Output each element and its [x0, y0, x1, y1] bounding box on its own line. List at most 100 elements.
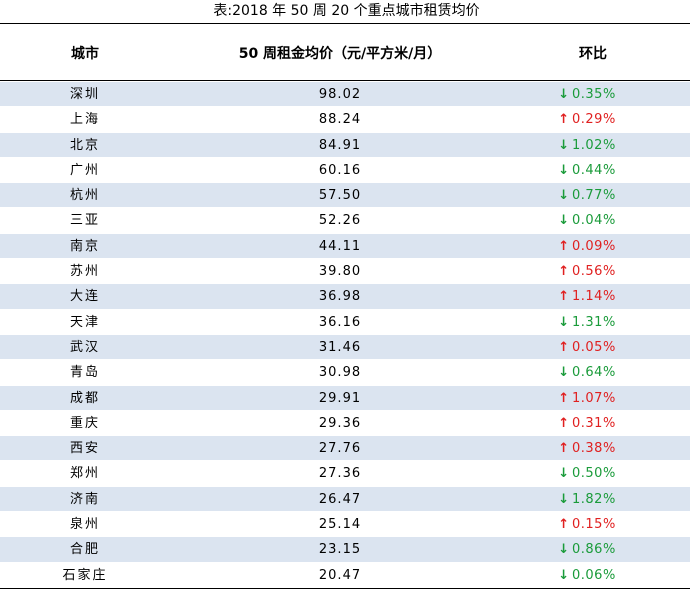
table-row: 青岛 30.98 ↓ 0.64%	[0, 360, 690, 386]
table-row: 泉州 25.14 ↑ 0.15%	[0, 512, 690, 538]
mom-value: 1.14%	[572, 289, 616, 305]
mom-cell: ↓ 0.44%	[558, 158, 648, 183]
mom-cell: ↑ 1.14%	[558, 284, 648, 309]
mom-value: 0.50%	[572, 466, 616, 482]
table-row: 重庆 29.36 ↑ 0.31%	[0, 411, 690, 437]
mom-value: 0.05%	[572, 339, 616, 355]
top-rule	[0, 23, 690, 24]
price-cell: 36.16	[318, 314, 362, 330]
arrow-down-icon: ↓	[558, 365, 570, 381]
city-cell: 青岛	[69, 365, 100, 381]
arrow-down-icon: ↓	[558, 87, 570, 102]
table-row: 南京 44.11 ↑ 0.09%	[0, 233, 690, 260]
arrow-down-icon: ↓	[558, 466, 570, 482]
city-cell: 上海	[69, 112, 100, 128]
table-row: 西安 27.76 ↑ 0.38%	[0, 436, 690, 462]
price-cell: 52.26	[318, 213, 362, 229]
mom-cell: ↑ 0.56%	[558, 259, 648, 284]
arrow-up-icon: ↑	[558, 289, 570, 305]
city-cell: 郑州	[69, 466, 100, 482]
city-cell: 济南	[69, 491, 100, 507]
table-row: 三亚 52.26 ↓ 0.04%	[0, 208, 690, 234]
arrow-up-icon: ↑	[558, 415, 570, 431]
city-cell: 泉州	[69, 517, 100, 533]
arrow-down-icon: ↓	[558, 213, 570, 229]
arrow-down-icon: ↓	[558, 314, 570, 330]
arrow-up-icon: ↑	[558, 517, 570, 533]
header-price: 50 周租金均价（元/平方米/月）	[238, 46, 442, 62]
city-cell: 成都	[69, 390, 100, 406]
mom-value: 1.02%	[572, 137, 616, 153]
arrow-up-icon: ↑	[558, 390, 570, 406]
table-row: 济南 26.47 ↓ 1.82%	[0, 486, 690, 513]
arrow-down-icon: ↓	[558, 188, 570, 204]
city-cell: 石家庄	[62, 567, 108, 583]
table-header: 城市 50 周租金均价（元/平方米/月） 环比	[0, 24, 690, 81]
price-cell: 44.11	[318, 238, 362, 254]
mom-cell: ↑ 0.05%	[558, 335, 648, 360]
price-cell: 84.91	[318, 137, 362, 153]
arrow-down-icon: ↓	[558, 542, 570, 558]
table-row: 苏州 39.80 ↑ 0.56%	[0, 259, 690, 285]
table-row: 成都 29.91 ↑ 1.07%	[0, 385, 690, 411]
price-cell: 88.24	[318, 112, 362, 128]
city-cell: 南京	[69, 238, 100, 254]
mom-value: 0.09%	[572, 238, 616, 254]
mom-cell: ↑ 0.29%	[558, 107, 648, 132]
price-cell: 98.02	[318, 87, 362, 102]
mom-cell: ↓ 1.82%	[558, 487, 648, 512]
table-row: 上海 88.24 ↑ 0.29%	[0, 107, 690, 133]
mom-cell: ↓ 0.86%	[558, 537, 648, 562]
mom-value: 0.56%	[572, 264, 616, 280]
header-city: 城市	[71, 46, 99, 62]
mom-cell: ↓ 1.31%	[558, 310, 648, 335]
price-cell: 29.91	[318, 390, 362, 406]
mom-cell: ↑ 0.38%	[558, 436, 648, 461]
table-body: 深圳 98.02 ↓ 0.35% 上海 88.24 ↑ 0.29% 北京 84.91 ↓ 1.02% 广…	[0, 82, 690, 588]
city-cell: 合肥	[69, 542, 100, 558]
table-row: 郑州 27.36 ↓ 0.50%	[0, 461, 690, 487]
price-cell: 31.46	[318, 339, 362, 355]
mom-value: 0.15%	[572, 517, 616, 533]
city-cell: 苏州	[69, 264, 100, 280]
mom-cell: ↑ 0.15%	[558, 512, 648, 537]
price-cell: 23.15	[318, 542, 362, 558]
city-cell: 重庆	[69, 415, 100, 431]
mom-value: 1.82%	[572, 491, 616, 507]
mom-cell: ↑ 0.31%	[558, 411, 648, 436]
table-row: 深圳 98.02 ↓ 0.35%	[0, 82, 690, 108]
table-row: 武汉 31.46 ↑ 0.05%	[0, 334, 690, 361]
table-row: 合肥 23.15 ↓ 0.86%	[0, 537, 690, 563]
price-cell: 20.47	[318, 567, 362, 583]
city-cell: 杭州	[69, 188, 100, 204]
arrow-up-icon: ↑	[558, 339, 570, 355]
price-cell: 25.14	[318, 517, 362, 533]
mom-cell: ↓ 0.64%	[558, 360, 648, 385]
mom-value: 0.64%	[572, 365, 616, 381]
price-cell: 27.36	[318, 466, 362, 482]
city-cell: 大连	[69, 289, 100, 305]
table-row: 北京 84.91 ↓ 1.02%	[0, 132, 690, 158]
mom-cell: ↓ 0.77%	[558, 183, 648, 208]
mom-value: 0.77%	[572, 188, 616, 204]
mom-cell: ↓ 1.02%	[558, 133, 648, 158]
mom-value: 1.07%	[572, 390, 616, 406]
arrow-up-icon: ↑	[558, 264, 570, 280]
city-cell: 三亚	[69, 213, 100, 229]
table-row: 杭州 57.50 ↓ 0.77%	[0, 183, 690, 209]
price-cell: 36.98	[318, 289, 362, 305]
mom-value: 0.04%	[572, 213, 616, 229]
mom-value: 0.44%	[572, 162, 616, 178]
mom-cell: ↓ 0.50%	[558, 461, 648, 486]
arrow-down-icon: ↓	[558, 137, 570, 153]
arrow-down-icon: ↓	[558, 491, 570, 507]
mom-value: 0.86%	[572, 542, 616, 558]
city-cell: 北京	[69, 137, 100, 153]
header-mom: 环比	[579, 46, 607, 62]
mom-value: 0.38%	[572, 441, 616, 457]
mom-cell: ↓ 0.04%	[558, 208, 648, 233]
price-cell: 30.98	[318, 365, 362, 381]
mom-cell: ↓ 0.06%	[558, 563, 648, 588]
price-cell: 26.47	[318, 491, 362, 507]
mom-value: 0.29%	[572, 112, 616, 128]
